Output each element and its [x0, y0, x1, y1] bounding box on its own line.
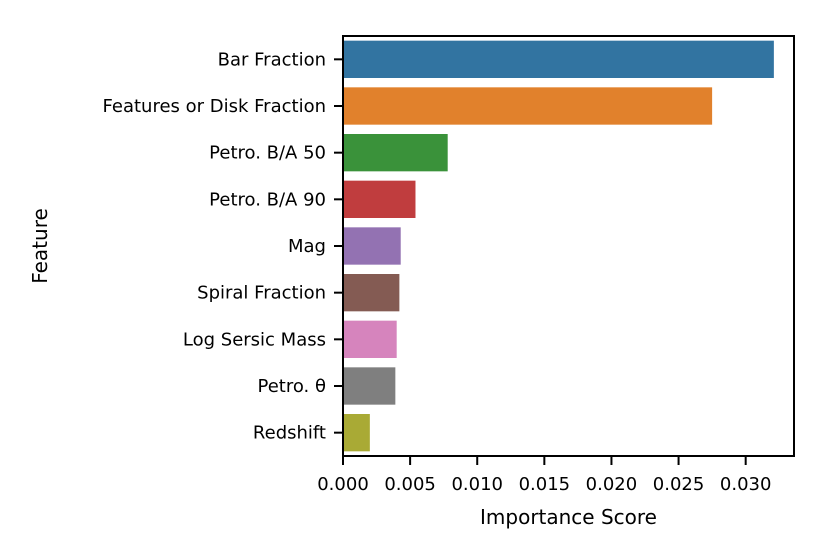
y-tick-label: Bar Fraction [218, 49, 326, 70]
y-tick-label: Log Sersic Mass [183, 329, 326, 350]
y-tick-label: Petro. B/A 90 [209, 189, 326, 210]
bar [343, 414, 370, 452]
y-axis-title: Feature [28, 208, 52, 284]
bar [343, 134, 448, 172]
y-tick-label: Redshift [253, 423, 326, 444]
y-tick-label: Mag [288, 236, 326, 257]
x-tick-label: 0.025 [653, 474, 705, 495]
y-tick-label: Spiral Fraction [197, 283, 326, 304]
x-tick-label: 0.010 [451, 474, 503, 495]
x-axis-title: Importance Score [480, 505, 657, 529]
x-tick-label: 0.015 [519, 474, 571, 495]
bar [343, 227, 401, 265]
y-tick-label: Features or Disk Fraction [103, 96, 327, 117]
bar [343, 40, 774, 78]
x-tick-label: 0.030 [720, 474, 772, 495]
bar [343, 180, 416, 218]
x-tick-label: 0.020 [586, 474, 638, 495]
bar [343, 87, 713, 125]
x-tick-label: 0.000 [317, 474, 369, 495]
y-tick-label: Petro. θ [257, 376, 326, 397]
y-axis-ticks: Bar Fraction Features or Disk Fraction Pet… [103, 49, 343, 444]
bars-group [343, 40, 774, 452]
x-tick-label: 0.005 [384, 474, 436, 495]
bar [343, 320, 397, 358]
y-tick-label: Petro. B/A 50 [209, 143, 326, 164]
bar [343, 367, 396, 405]
x-axis-ticks: 0.000 0.005 0.010 0.015 0.020 0.025 0.030 [317, 456, 771, 495]
bar [343, 274, 400, 312]
